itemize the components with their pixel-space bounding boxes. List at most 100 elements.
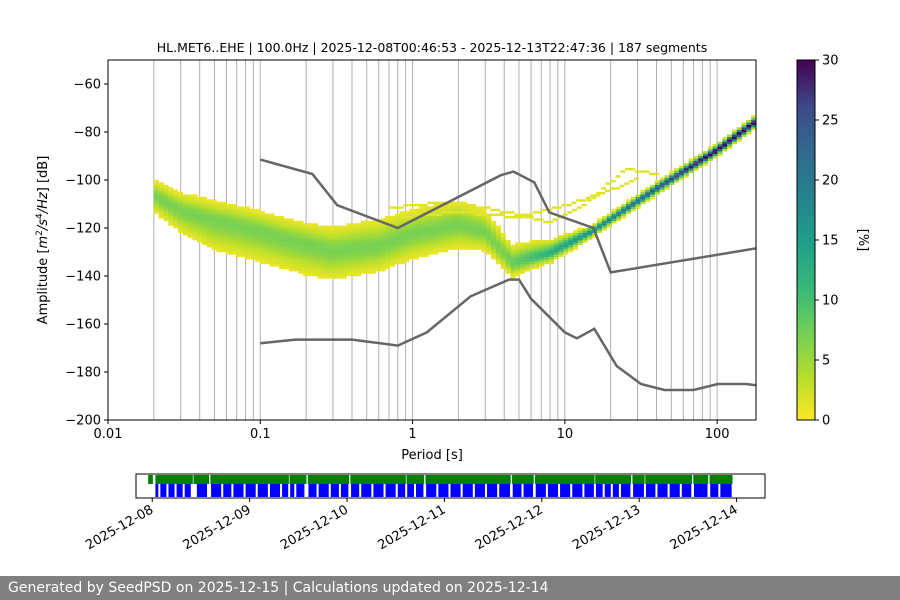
- density-cell: [327, 254, 333, 257]
- density-cell: [385, 266, 391, 269]
- density-cell: [322, 276, 328, 279]
- density-cell: [500, 237, 506, 241]
- density-cell: [303, 266, 309, 269]
- density-cell: [192, 204, 198, 207]
- density-cell: [365, 252, 371, 255]
- density-cell: [346, 273, 352, 277]
- density-cell: [202, 220, 208, 224]
- density-cell: [413, 237, 420, 241]
- density-cell: [187, 211, 193, 214]
- density-cell: [471, 223, 477, 226]
- data-availability-bar: [350, 475, 406, 484]
- density-cell: [177, 230, 184, 233]
- density-cell: [394, 220, 400, 224]
- density-cell: [471, 225, 477, 229]
- density-cell: [327, 249, 333, 253]
- density-cell: [168, 187, 174, 190]
- density-cell: [206, 225, 212, 229]
- density-cell: [312, 237, 318, 241]
- density-cell: [221, 208, 227, 212]
- density-cell: [669, 180, 675, 183]
- density-cell: [370, 264, 376, 267]
- density-cell: [158, 182, 164, 185]
- density-cell: [389, 252, 396, 255]
- density-cell: [404, 254, 410, 257]
- density-cell: [437, 201, 443, 204]
- density-cell: [283, 247, 290, 250]
- density-cell: [625, 206, 632, 209]
- density-cell: [418, 220, 424, 224]
- density-cell: [553, 254, 559, 257]
- density-cell: [341, 271, 347, 274]
- density-cell: [307, 240, 314, 243]
- density-cell: [182, 211, 188, 214]
- density-cell: [572, 237, 579, 241]
- density-cell: [399, 220, 405, 224]
- density-cell: [255, 244, 261, 248]
- density-cell: [572, 235, 579, 238]
- density-cell: [639, 170, 645, 173]
- density-cell: [558, 242, 564, 245]
- density-cell: [678, 172, 685, 176]
- density-cell: [360, 259, 367, 262]
- density-cell: [630, 201, 636, 205]
- density-cell: [307, 271, 314, 274]
- density-cell: [616, 211, 622, 214]
- density-cell: [158, 187, 164, 190]
- density-cell: [389, 230, 396, 233]
- density-cell: [515, 252, 521, 255]
- density-cell: [389, 249, 396, 253]
- density-cell: [389, 259, 396, 262]
- density-cell: [288, 252, 294, 255]
- density-cell: [283, 225, 290, 229]
- density-cell: [409, 252, 415, 255]
- density-cell: [552, 218, 558, 221]
- density-cell: [635, 196, 641, 200]
- density-cell: [269, 254, 275, 257]
- density-cell: [351, 232, 357, 236]
- density-cell: [351, 261, 357, 265]
- density-cell: [486, 220, 492, 224]
- used-segment-bar: [351, 484, 360, 497]
- density-cell: [182, 232, 188, 236]
- density-cell: [481, 216, 487, 219]
- density-cell: [235, 230, 241, 233]
- density-cell: [515, 254, 521, 257]
- density-cell: [332, 235, 338, 238]
- density-cell: [452, 230, 458, 233]
- density-cell: [341, 268, 347, 272]
- density-cell: [322, 240, 328, 243]
- density-cell: [505, 266, 511, 269]
- density-cell: [428, 211, 434, 214]
- density-cell: [283, 244, 290, 248]
- density-cell: [235, 254, 241, 257]
- density-cell: [269, 247, 275, 250]
- density-cell: [370, 223, 376, 226]
- density-cell: [495, 259, 501, 262]
- density-cell: [264, 259, 270, 262]
- density-cell: [259, 216, 265, 219]
- density-cell: [264, 249, 270, 253]
- density-cell: [283, 266, 290, 269]
- density-cell: [264, 235, 270, 238]
- density-cell: [365, 264, 371, 267]
- density-cell: [380, 244, 386, 248]
- density-cell: [404, 218, 410, 221]
- density-cell: [216, 223, 222, 226]
- density-cell: [332, 242, 338, 245]
- density-cell: [235, 232, 241, 236]
- density-cell: [332, 259, 338, 262]
- density-cell: [303, 247, 309, 250]
- density-cell: [452, 201, 458, 205]
- density-cell: [399, 240, 405, 243]
- density-cell: [481, 244, 487, 248]
- density-cell: [432, 201, 438, 204]
- density-cell: [418, 230, 424, 233]
- density-cell: [336, 271, 343, 274]
- density-cell: [389, 228, 396, 231]
- density-cell: [385, 259, 391, 262]
- density-cell: [279, 225, 285, 229]
- density-cell: [616, 206, 622, 209]
- density-cell: [351, 244, 357, 248]
- density-cell: [619, 184, 625, 188]
